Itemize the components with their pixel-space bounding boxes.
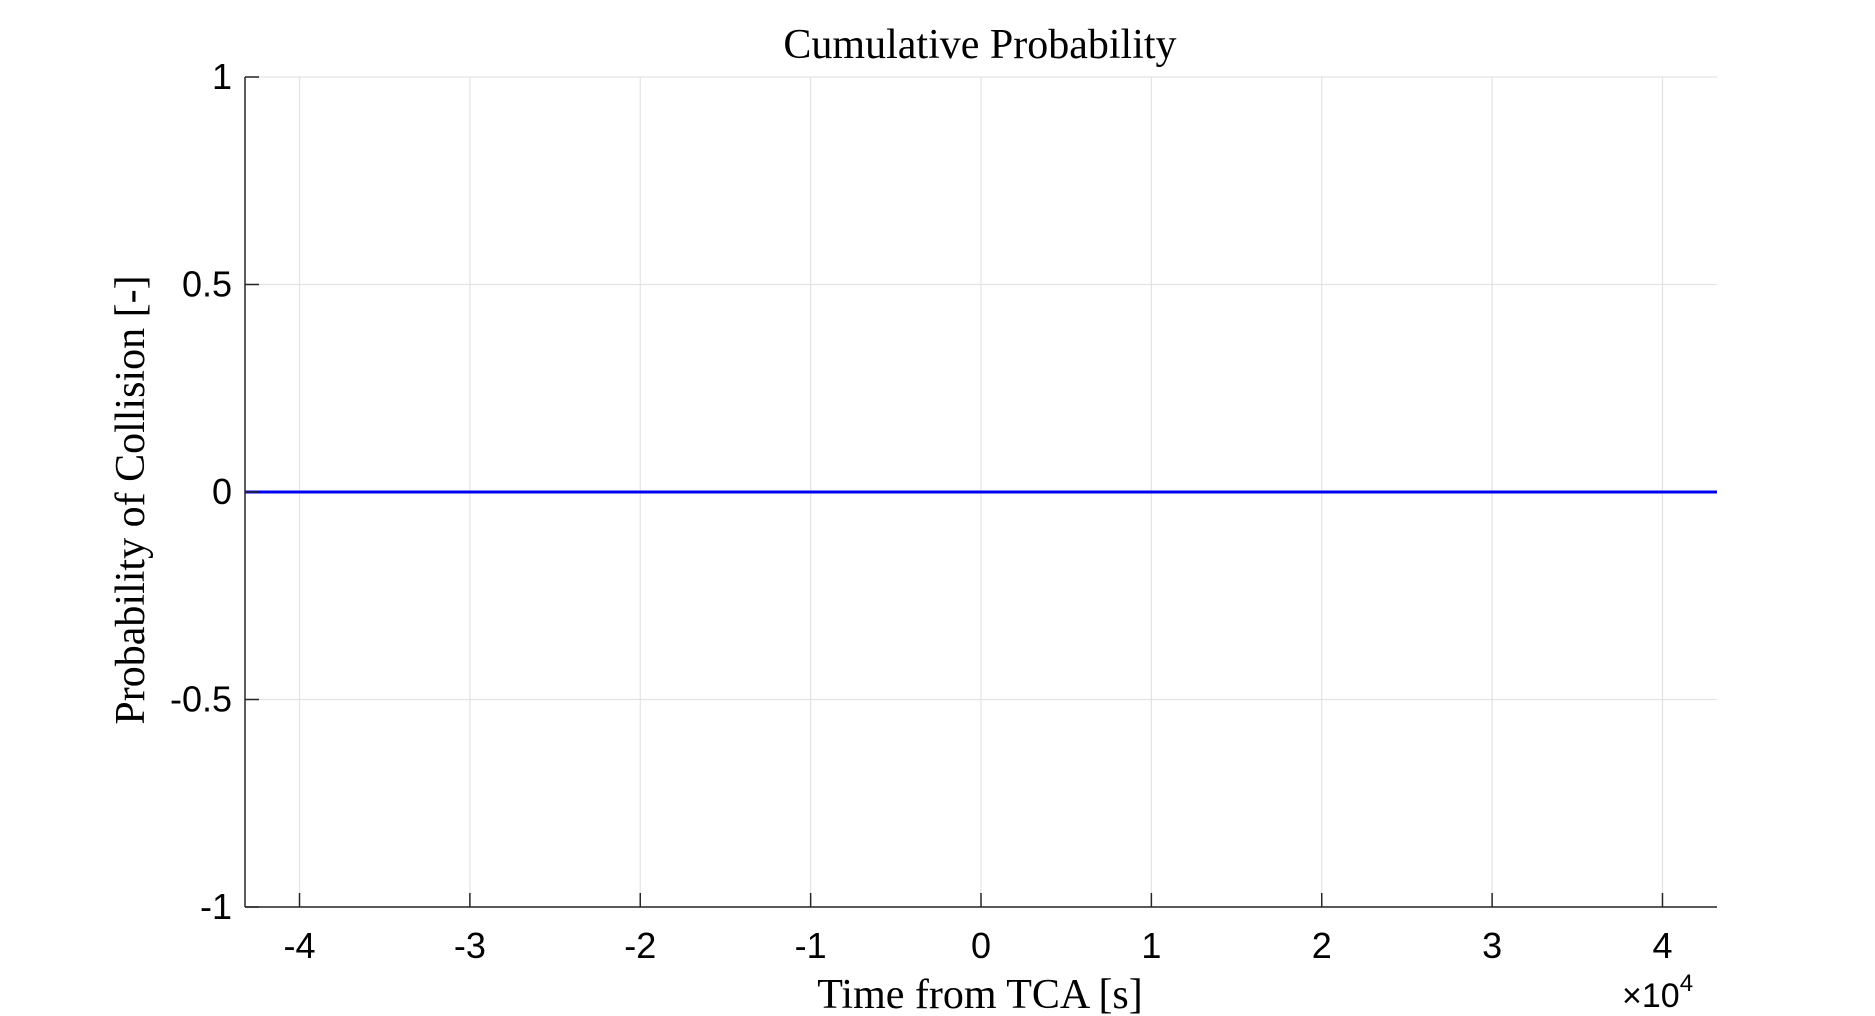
y-tick-label-4: 1 bbox=[212, 56, 232, 97]
x-tick-label-0: -4 bbox=[284, 925, 316, 966]
y-tick-label-1: -0.5 bbox=[170, 679, 232, 720]
ticks: -4 -3 -2 -1 0 1 2 3 4 -1 -0.5 0 0.5 1 bbox=[170, 56, 1673, 966]
x-tick-label-5: 1 bbox=[1141, 925, 1161, 966]
y-tick-label-3: 0.5 bbox=[182, 264, 232, 305]
x-tick-label-1: -3 bbox=[454, 925, 486, 966]
x-tick-label-7: 3 bbox=[1482, 925, 1502, 966]
chart-title: Cumulative Probability bbox=[783, 22, 1176, 68]
y-axis-label: Probability of Collision [-] bbox=[108, 275, 154, 724]
x-tick-label-6: 2 bbox=[1312, 925, 1332, 966]
y-tick-label-0: -1 bbox=[200, 886, 232, 927]
x-exponent-power: 4 bbox=[1680, 970, 1693, 997]
x-axis-exponent: ×104 bbox=[1622, 970, 1693, 1015]
x-tick-label-2: -2 bbox=[624, 925, 656, 966]
x-axis-label: Time from TCA [s] bbox=[817, 972, 1143, 1016]
x-exponent-base: ×10 bbox=[1622, 977, 1680, 1015]
x-tick-label-3: -1 bbox=[795, 925, 827, 966]
y-tick-label-2: 0 bbox=[212, 471, 232, 512]
x-tick-label-4: 0 bbox=[971, 925, 991, 966]
x-tick-label-8: 4 bbox=[1652, 925, 1672, 966]
